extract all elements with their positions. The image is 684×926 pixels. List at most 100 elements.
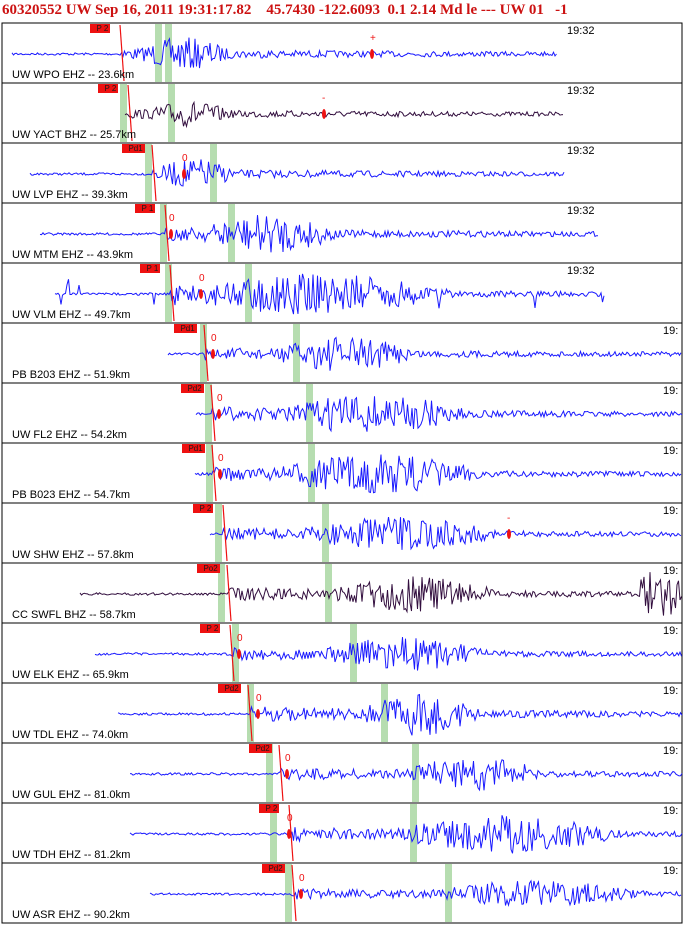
amplitude-marker: [299, 889, 303, 899]
pick-line: [278, 744, 284, 802]
station-label: UW GUL EHZ -- 81.0km: [12, 789, 131, 801]
pick-tag[interactable]: Po2: [197, 564, 220, 573]
marker-symbol: +: [370, 33, 376, 44]
marker-symbol: 0: [182, 153, 188, 164]
trace-row: [2, 744, 683, 804]
waveform: [149, 879, 682, 907]
trace-row: [2, 24, 682, 84]
station-label: UW YACT BHZ -- 25.7km: [12, 129, 137, 141]
waveform: [129, 759, 683, 792]
p-window-marker: [266, 744, 273, 802]
s-window-marker: [410, 804, 417, 862]
trace-row: [2, 564, 682, 624]
amplitude-marker: [507, 529, 511, 539]
pick-tag[interactable]: P 2: [193, 504, 214, 513]
pick-line: [247, 684, 253, 742]
amplitude-marker: [218, 469, 222, 479]
amplitude-marker: [199, 289, 203, 299]
trace-row: [2, 264, 682, 324]
pick-line: [211, 444, 217, 502]
amplitude-marker: [256, 709, 260, 719]
station-label: UW VLM EHZ -- 49.7km: [12, 309, 131, 321]
station-label: PB B203 EHZ -- 51.9km: [12, 369, 130, 381]
waveform: [94, 637, 682, 671]
station-label: UW SHW EHZ -- 57.8km: [12, 549, 134, 561]
trace-row: [2, 324, 682, 384]
station-label: UW FL2 EHZ -- 54.2km: [12, 429, 127, 441]
station-label: UW LVP EHZ -- 39.3km: [12, 189, 128, 201]
pick-tag[interactable]: Pd1: [174, 324, 197, 333]
station-label: PB B023 EHZ -- 54.7km: [12, 489, 130, 501]
time-label: 19:: [663, 625, 679, 637]
s-window-marker: [325, 564, 332, 622]
marker-symbol: 0: [237, 633, 243, 644]
time-label: 19:: [663, 565, 679, 577]
s-window-marker: [381, 684, 388, 742]
amplitude-marker: [182, 169, 186, 179]
time-label: 19:32: [567, 25, 595, 37]
time-label: 19:: [663, 805, 679, 817]
s-window-marker: [165, 24, 172, 82]
amplitude-marker: [169, 229, 173, 239]
pick-tag[interactable]: P 2: [200, 624, 221, 633]
pick-tag[interactable]: P 2: [259, 804, 280, 813]
time-label: 19:32: [567, 265, 595, 277]
p-window-marker: [200, 324, 207, 382]
waveform: [117, 693, 683, 736]
pick-tag[interactable]: Pd2: [181, 384, 204, 393]
pick-line: [291, 864, 297, 922]
time-label: 19:32: [567, 85, 595, 97]
marker-symbol: -: [507, 513, 511, 524]
pick-line: [222, 504, 228, 562]
time-label: 19:: [663, 685, 679, 697]
station-label: UW ELK EHZ -- 65.9km: [12, 669, 129, 681]
waveform: [11, 37, 557, 69]
time-label: 19:: [663, 745, 679, 757]
marker-symbol: 0: [218, 453, 224, 464]
station-label: UW WPO EHZ -- 23.6km: [12, 69, 135, 81]
waveform: [79, 572, 682, 616]
s-window-marker: [245, 264, 252, 322]
pick-tag[interactable]: P 1: [140, 264, 161, 273]
station-label: UW MTM EHZ -- 43.9km: [12, 249, 133, 261]
trace-row: [2, 204, 682, 264]
waveform: [167, 336, 682, 371]
trace-row: [2, 804, 683, 864]
time-label: 19:32: [567, 145, 595, 157]
time-label: 19:: [663, 325, 679, 337]
marker-symbol: -: [322, 93, 326, 104]
pick-tag[interactable]: Pd2: [249, 744, 272, 753]
marker-symbol: 0: [199, 273, 205, 284]
s-window-marker: [293, 324, 300, 382]
pick-line: [226, 564, 232, 622]
pick-tag[interactable]: Pd1: [182, 444, 205, 453]
p-window-marker: [165, 264, 172, 322]
trace-row: [2, 504, 682, 564]
pick-line: [229, 624, 235, 682]
amplitude-marker: [237, 649, 241, 659]
pick-tag[interactable]: P 2: [98, 84, 119, 93]
station-label: CC SWFL BHZ -- 58.7km: [12, 609, 136, 621]
pick-tag[interactable]: Pd1: [122, 144, 145, 153]
pick-tag[interactable]: Pd2: [262, 864, 285, 873]
pick-tag[interactable]: P 1: [135, 204, 156, 213]
marker-symbol: 0: [211, 333, 217, 344]
pick-line: [119, 24, 125, 82]
s-window-marker: [306, 384, 313, 442]
pick-line: [288, 804, 294, 862]
marker-symbol: 0: [256, 693, 262, 704]
waveform: [54, 273, 605, 315]
station-label: UW TDL EHZ -- 74.0km: [12, 729, 129, 741]
waveform: [39, 215, 599, 253]
pick-tag[interactable]: Pd2: [218, 684, 241, 693]
p-window-marker: [145, 144, 152, 202]
pick-tag[interactable]: P 2: [90, 24, 111, 33]
pick-line: [210, 384, 216, 442]
waveform: [209, 517, 682, 551]
p-window-marker: [215, 504, 222, 562]
s-window-marker: [322, 504, 329, 562]
trace-row: [2, 864, 682, 924]
p-window-marker: [285, 864, 292, 922]
